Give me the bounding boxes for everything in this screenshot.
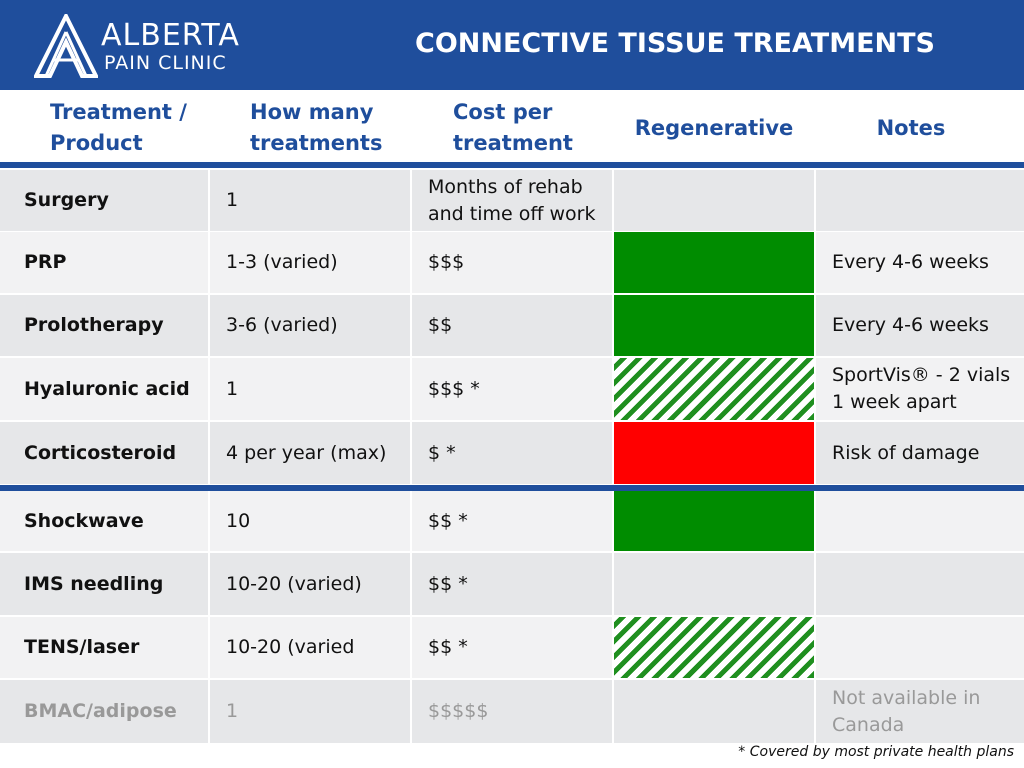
- cell: 1: [210, 680, 410, 743]
- cell: Every 4-6 weeks: [816, 295, 1024, 356]
- row-header: Shockwave: [0, 491, 208, 551]
- regenerative-indicator: [614, 295, 814, 356]
- regenerative-indicator: [614, 358, 814, 420]
- cell: 1-3 (varied): [210, 232, 410, 293]
- logo-text: ALBERTA: [101, 18, 240, 53]
- cell: $$ *: [412, 553, 612, 615]
- row-header: Prolotherapy: [0, 295, 208, 356]
- cell: $$$ *: [412, 358, 612, 420]
- divider: [0, 162, 1024, 168]
- header-bar: ALBERTA PAIN CLINIC CONNECTIVE TISSUE TR…: [0, 0, 1024, 90]
- regenerative-indicator: [614, 617, 814, 678]
- footnote: * Covered by most private health plans: [738, 744, 1014, 760]
- row-header: Surgery: [0, 170, 208, 231]
- cell: Months of rehab and time off work: [412, 170, 612, 231]
- regenerative-indicator: [614, 491, 814, 551]
- cell: Not available in Canada: [816, 680, 1024, 743]
- cell: [816, 553, 1024, 615]
- cell: 1: [210, 358, 410, 420]
- regenerative-indicator: [614, 422, 814, 484]
- column-header: Treatment / Product: [50, 100, 187, 155]
- cell: 1: [210, 170, 410, 231]
- cell: 10-20 (varied): [210, 553, 410, 615]
- column-header: Regenerative: [634, 115, 794, 140]
- cell: [816, 491, 1024, 551]
- divider: [0, 485, 1024, 491]
- cell: $ *: [412, 422, 612, 484]
- cell: Risk of damage: [816, 422, 1024, 484]
- column-header: How many treatments: [250, 100, 383, 155]
- row-header: IMS needling: [0, 553, 208, 615]
- cell: 4 per year (max): [210, 422, 410, 484]
- page-title: CONNECTIVE TISSUE TREATMENTS: [415, 28, 935, 59]
- cell: [614, 680, 814, 743]
- cell: SportVis® - 2 vials 1 week apart: [816, 358, 1024, 420]
- column-header: Notes: [876, 115, 946, 140]
- cell: 10-20 (varied: [210, 617, 410, 678]
- cell: [816, 170, 1024, 231]
- cell: $$$$$: [412, 680, 612, 743]
- logo-mark: [34, 14, 98, 78]
- logo-subtext: PAIN CLINIC: [104, 52, 227, 74]
- cell: $$ *: [412, 491, 612, 551]
- cell: $$: [412, 295, 612, 356]
- cell: $$ *: [412, 617, 612, 678]
- cell: Every 4-6 weeks: [816, 232, 1024, 293]
- row-header: Hyaluronic acid: [0, 358, 208, 420]
- cell: [614, 553, 814, 615]
- cell: [614, 170, 814, 231]
- column-header: Cost per treatment: [453, 100, 573, 155]
- row-header: PRP: [0, 232, 208, 293]
- row-header: TENS/laser: [0, 617, 208, 678]
- regenerative-indicator: [614, 232, 814, 293]
- cell: $$$: [412, 232, 612, 293]
- row-header: BMAC/adipose: [0, 680, 208, 743]
- cell: 3-6 (varied): [210, 295, 410, 356]
- row-header: Corticosteroid: [0, 422, 208, 484]
- cell: [816, 617, 1024, 678]
- cell: 10: [210, 491, 410, 551]
